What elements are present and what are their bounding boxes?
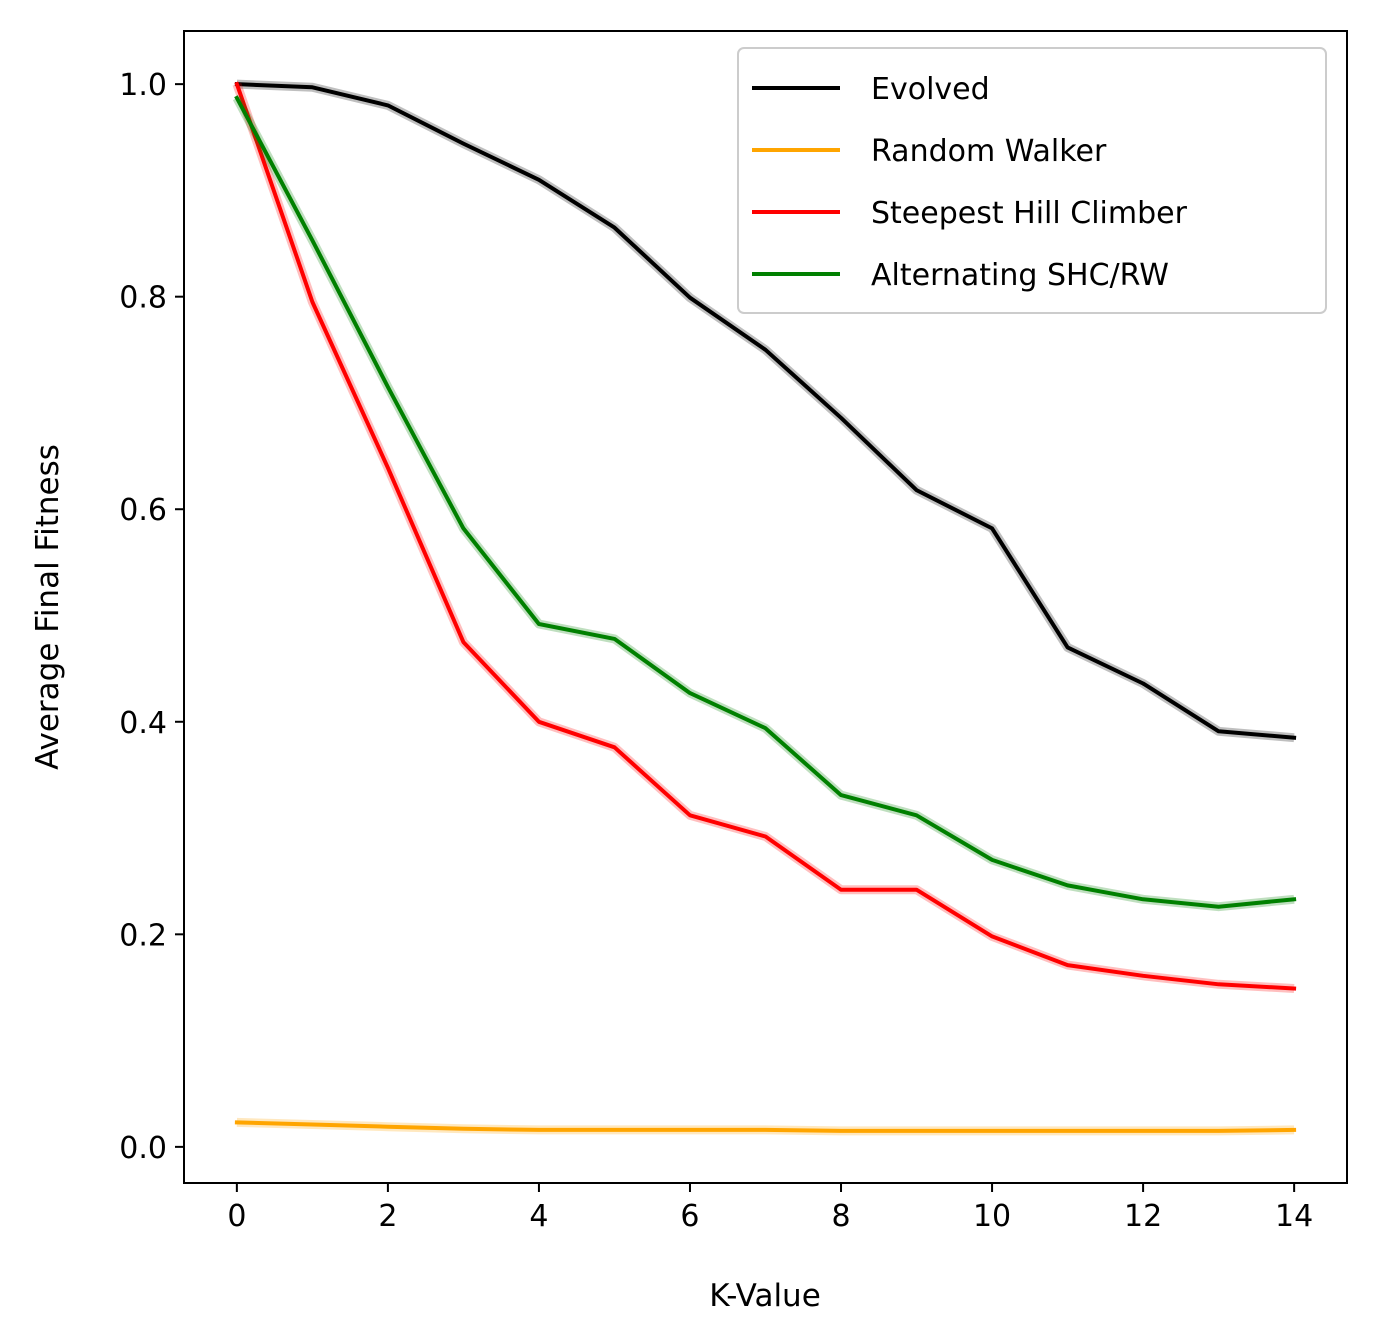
y-axis: 0.0 0.2 0.4 0.6 0.8 1.0 — [119, 68, 184, 1166]
x-tick-label: 10 — [973, 1199, 1011, 1234]
series-line-random-walker — [234, 1120, 1297, 1133]
y-tick-label: 0.8 — [119, 281, 167, 316]
x-axis: 0 2 4 6 8 10 12 14 — [227, 1183, 1313, 1234]
x-tick-label: 14 — [1275, 1199, 1313, 1234]
legend: Evolved Random Walker Steepest Hill Climbe… — [737, 47, 1327, 314]
series-layer — [232, 79, 1297, 1136]
y-axis-label: Average Final Fitness — [30, 444, 66, 770]
legend-entries: Evolved Random Walker Steepest Hill Climbe… — [752, 72, 1188, 293]
x-tick-label: 0 — [227, 1199, 246, 1234]
x-tick-label: 2 — [378, 1199, 397, 1234]
series-line-alternating-shc-rw — [234, 95, 1297, 909]
legend-label-random-walker: Random Walker — [871, 134, 1107, 169]
y-tick-label: 0.4 — [119, 706, 167, 741]
y-tick-label: 0.2 — [119, 918, 167, 953]
legend-label-alternating-shc-rw: Alternating SHC/RW — [871, 258, 1169, 293]
y-tick-label: 0.0 — [119, 1131, 167, 1166]
plot-frame — [183, 30, 1348, 1184]
x-tick-label: 6 — [680, 1199, 699, 1234]
y-tick-label: 0.6 — [119, 493, 167, 528]
x-tick-label: 8 — [831, 1199, 850, 1234]
legend-label-evolved: Evolved — [871, 72, 990, 107]
series-line-steepest-hill-climber — [234, 81, 1297, 991]
legend-frame — [737, 47, 1327, 314]
x-tick-label: 4 — [529, 1199, 548, 1234]
x-axis-label: K-Value — [709, 1278, 821, 1314]
series-line-evolved — [234, 82, 1297, 740]
legend-label-steepest-hill-climber: Steepest Hill Climber — [871, 196, 1188, 231]
x-tick-label: 12 — [1124, 1199, 1162, 1234]
y-tick-label: 1.0 — [119, 68, 167, 103]
